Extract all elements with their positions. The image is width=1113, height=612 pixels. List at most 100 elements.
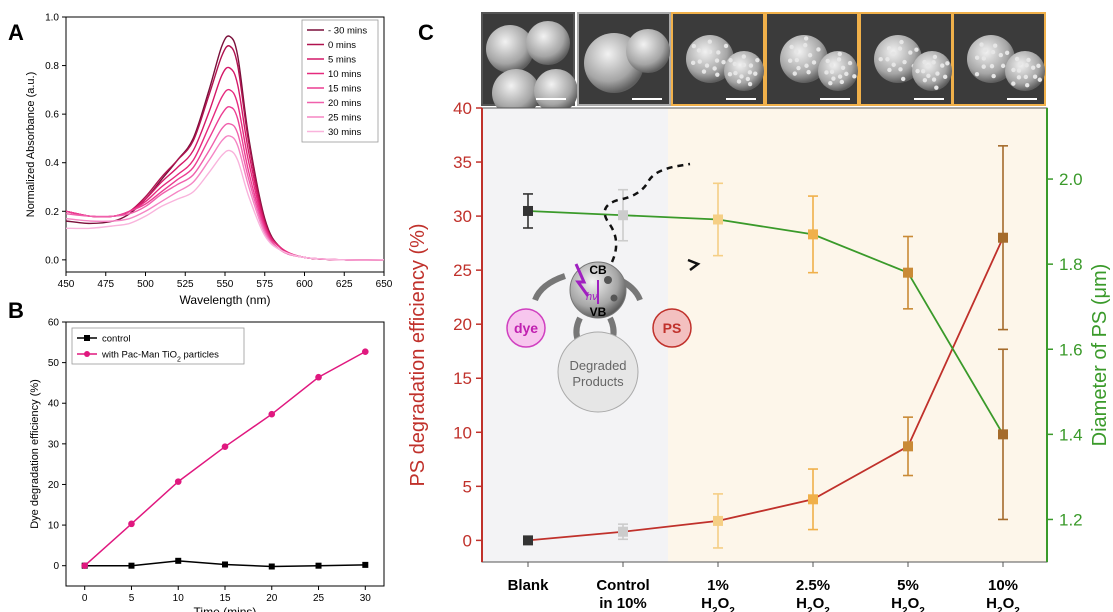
dye-circle <box>506 308 546 348</box>
legend-label: 15 mins <box>328 84 362 95</box>
sem-debris <box>745 76 751 82</box>
sem-debris <box>902 59 907 65</box>
sem-particle <box>818 51 858 91</box>
sem-debris <box>739 74 744 79</box>
radical-arrowhead <box>687 258 701 271</box>
x-category-label: 10% <box>988 577 1018 594</box>
sem-debris <box>792 71 797 76</box>
data-point <box>618 210 628 221</box>
sem-debris <box>992 43 998 48</box>
x-tick-label: 15 <box>219 593 231 604</box>
dye-label: dye <box>514 320 538 336</box>
x-category-label: Blank <box>508 577 550 594</box>
sem-debris <box>836 57 842 62</box>
legend-label: 5 mins <box>328 55 356 66</box>
sem-debris <box>974 71 980 77</box>
sem-debris <box>825 58 830 64</box>
x-tick-label: 625 <box>336 279 353 290</box>
x-axis-label: Wavelength (nm) <box>180 293 271 307</box>
sem-debris <box>697 59 702 64</box>
left-tick-label: 15 <box>453 369 472 388</box>
y-tick-label: 50 <box>48 358 60 369</box>
legend-label: 30 mins <box>328 127 362 138</box>
sem-image <box>952 12 1046 106</box>
right-axis-label: Diameter of PS (μm) <box>1089 264 1111 447</box>
sem-debris <box>803 42 808 48</box>
sem-debris <box>931 77 937 82</box>
left-tick-label: 10 <box>453 423 472 442</box>
x-tick-label: 575 <box>256 279 273 290</box>
sem-debris <box>794 49 799 54</box>
panel-b-letter: B <box>8 298 24 323</box>
sem-debris <box>897 46 903 51</box>
x-category-label: 5% <box>897 577 919 594</box>
sem-debris <box>807 52 813 58</box>
sem-debris <box>1016 75 1022 80</box>
sem-debris <box>828 80 833 86</box>
products-label: Degraded <box>569 358 626 373</box>
sem-debris <box>803 36 809 41</box>
sem-debris <box>789 44 794 50</box>
data-point <box>903 441 913 452</box>
products-label: Products <box>572 374 624 389</box>
x-tick-label: 550 <box>217 279 234 290</box>
legend-label: control <box>102 334 131 345</box>
sem-debris <box>839 79 845 85</box>
y-tick-label: 0.6 <box>45 110 59 121</box>
sem-image-strip <box>481 12 1046 117</box>
sem-debris <box>1004 50 1010 56</box>
legend-label: with Pac-Man TiO2 particles <box>101 350 219 364</box>
left-tick-label: 25 <box>453 261 472 280</box>
ps-circle <box>652 308 692 348</box>
data-point <box>713 515 723 526</box>
y-tick-label: 0.4 <box>45 158 59 169</box>
sem-debris <box>723 43 729 49</box>
sem-particle <box>492 69 540 117</box>
x-category-label: 1% <box>707 577 729 594</box>
pore <box>604 276 612 284</box>
sem-debris <box>753 71 758 76</box>
y-axis-label: Normalized Absorbance (a.u.) <box>25 72 37 218</box>
light-bolt <box>574 263 590 297</box>
left-tick-label: 40 <box>453 99 472 118</box>
sem-debris <box>922 59 927 65</box>
panel-c-ps-degradation-chart: 0 5 10 15 20 25 30 35 40 1.2 1.4 1.6 1.8 2.0 PS degrad… <box>407 99 1111 612</box>
x-category-label: H2O2 <box>891 595 925 612</box>
sem-debris <box>1023 74 1029 80</box>
legend-marker <box>84 335 90 341</box>
sem-debris <box>898 67 903 72</box>
y-tick-label: 0.2 <box>45 207 59 218</box>
sem-debris <box>940 63 945 68</box>
y-tick-label: 0.8 <box>45 61 59 72</box>
right-tick-label: 2.0 <box>1059 170 1083 189</box>
hv-label: hν <box>586 291 598 303</box>
series-line <box>65 149 385 261</box>
sem-debris <box>707 39 712 44</box>
sem-debris <box>1014 56 1020 62</box>
sem-particle <box>486 25 534 73</box>
x-tick-label: 30 <box>360 593 372 604</box>
data-point <box>221 443 229 450</box>
right-tick-label: 1.4 <box>1059 425 1083 444</box>
sem-debris <box>921 69 926 74</box>
pore <box>610 294 618 302</box>
sem-debris <box>979 42 984 47</box>
sem-debris <box>844 71 849 77</box>
cb-label: CB <box>589 263 607 277</box>
sem-debris <box>1011 81 1016 86</box>
sem-debris <box>974 55 980 60</box>
sem-debris <box>816 47 821 52</box>
sem-debris <box>1026 57 1031 63</box>
y-tick-label: 0 <box>53 561 59 572</box>
series-line <box>84 350 366 567</box>
sem-debris <box>755 57 760 63</box>
sem-debris <box>714 58 720 63</box>
x-category-label: 2.5% <box>796 577 830 594</box>
sem-debris <box>1036 63 1041 69</box>
data-point <box>315 562 322 569</box>
sem-debris <box>716 50 721 55</box>
sem-debris <box>908 50 913 55</box>
data-point <box>808 229 818 240</box>
legend-label: 25 mins <box>328 113 362 124</box>
